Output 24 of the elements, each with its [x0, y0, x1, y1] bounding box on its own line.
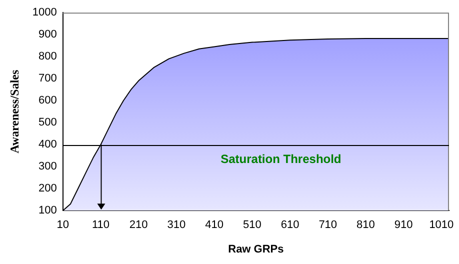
y-axis-title: Awareness/Sales	[7, 69, 22, 154]
x-tick-label: 10	[56, 219, 69, 232]
x-tick-label: 410	[205, 219, 224, 232]
y-tick-label: 200	[38, 182, 57, 195]
y-tick-label: 400	[38, 138, 57, 151]
x-tick-label: 910	[394, 219, 413, 232]
x-tick-label: 310	[167, 219, 186, 232]
ref-line-label: Saturation Threshold	[220, 152, 342, 166]
y-tick-label: 600	[38, 94, 57, 107]
x-tick-label: 1010	[429, 219, 454, 232]
y-tick-label: 500	[38, 116, 57, 129]
x-axis-title: Raw GRPs	[228, 243, 284, 256]
x-tick-label: 610	[280, 219, 300, 232]
y-tick-label: 800	[38, 50, 57, 63]
x-tick-label: 710	[318, 219, 338, 232]
y-tick-label: 900	[38, 28, 57, 41]
x-tick-label: 110	[92, 219, 110, 232]
y-tick-label: 100	[38, 204, 57, 217]
y-tick-label: 700	[38, 72, 57, 85]
x-tick-label: 510	[242, 219, 262, 232]
x-tick-label: 210	[129, 219, 148, 232]
y-tick-label: 300	[38, 160, 57, 173]
x-tick-label: 810	[356, 219, 375, 232]
y-tick-label: 1000	[32, 6, 57, 19]
